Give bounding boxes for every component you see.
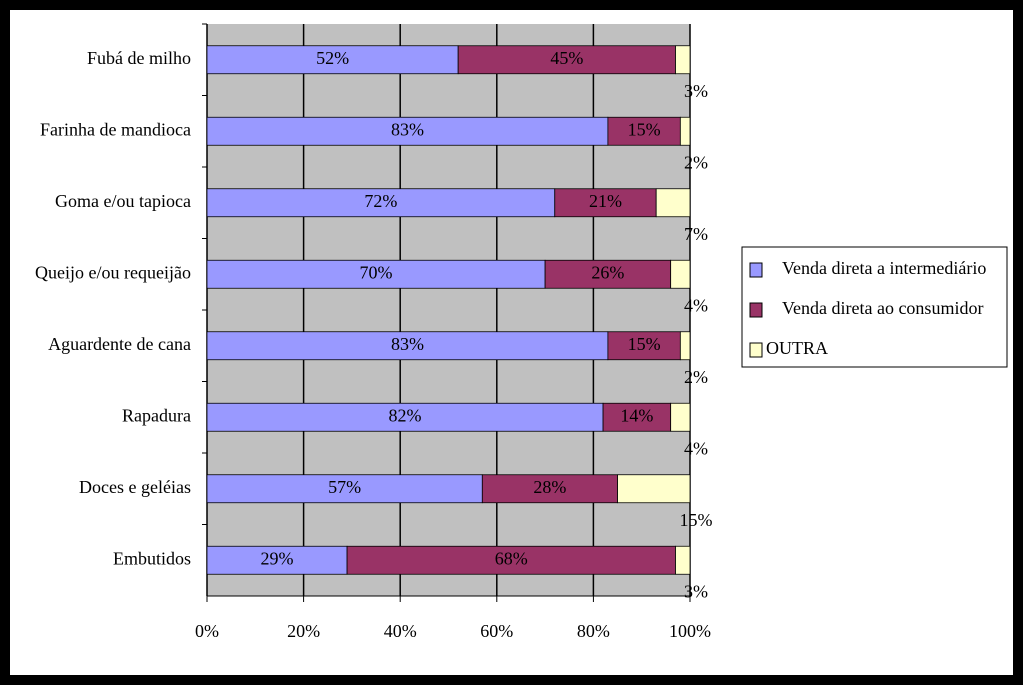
bar-segment	[206, 116, 609, 146]
plot-area	[207, 24, 690, 596]
bar-segment	[602, 402, 672, 432]
x-tick-label: 60%	[480, 621, 513, 641]
bar-segment	[679, 116, 691, 146]
bar-segment	[675, 45, 691, 75]
y-tick-label: Queijo e/ou requeijão	[35, 262, 191, 282]
legend-swatch	[749, 262, 763, 278]
y-tick-label: Farinha de mandioca	[40, 119, 191, 139]
data-label: 15%	[628, 119, 661, 139]
data-label: 4%	[684, 295, 708, 315]
y-tick-label: Goma e/ou tapioca	[55, 191, 191, 211]
data-label: 83%	[391, 334, 424, 354]
data-label: 21%	[589, 191, 622, 211]
x-tick-label: 80%	[577, 621, 610, 641]
data-label: 7%	[684, 224, 708, 244]
legend-label: OUTRA	[766, 338, 828, 358]
data-label: 57%	[328, 477, 361, 497]
data-label: 83%	[391, 119, 424, 139]
data-label: 15%	[680, 510, 713, 530]
legend-label: Venda direta ao consumidor	[782, 298, 983, 318]
x-tick-label: 100%	[669, 621, 711, 641]
data-label: 26%	[591, 262, 624, 282]
y-tick-label: Doces e geléias	[79, 477, 191, 497]
bar-segment	[655, 188, 691, 218]
data-label: 45%	[550, 48, 583, 68]
data-label: 3%	[684, 581, 708, 601]
bar-segment	[206, 545, 348, 575]
data-label: 28%	[533, 477, 566, 497]
bar-segment	[481, 474, 618, 504]
bar-segment	[617, 474, 691, 504]
y-tick-label: Rapadura	[122, 405, 191, 425]
bar-segment	[607, 116, 681, 146]
y-tick-label: Aguardente de cana	[48, 334, 191, 354]
bar-segment	[554, 188, 657, 218]
legend-swatch	[749, 302, 763, 318]
data-label: 3%	[684, 81, 708, 101]
y-tick-label: Fubá de milho	[87, 48, 191, 68]
x-tick-label: 0%	[195, 621, 219, 641]
bar-segment	[544, 259, 672, 289]
bar-segment	[607, 331, 681, 361]
legend-label: Venda direta a intermediário	[782, 258, 986, 278]
data-label: 82%	[389, 405, 422, 425]
data-label: 2%	[684, 367, 708, 387]
data-label: 70%	[360, 262, 393, 282]
bar-segment	[206, 45, 459, 75]
bar-segment	[457, 45, 676, 75]
x-tick-label: 20%	[287, 621, 320, 641]
bar-segment	[206, 402, 604, 432]
y-tick-label: Embutidos	[113, 548, 191, 568]
data-label: 4%	[684, 438, 708, 458]
x-tick-label: 40%	[384, 621, 417, 641]
data-label: 29%	[261, 548, 294, 568]
legend-box	[741, 246, 1008, 368]
bar-segment	[670, 259, 691, 289]
bar-segment	[670, 402, 691, 432]
bar-segment	[675, 545, 691, 575]
bar-segment	[679, 331, 691, 361]
data-label: 15%	[628, 334, 661, 354]
data-label: 72%	[364, 191, 397, 211]
legend-swatch	[749, 342, 763, 358]
data-label: 52%	[316, 48, 349, 68]
data-label: 14%	[620, 405, 653, 425]
data-label: 2%	[684, 152, 708, 172]
bar-segment	[206, 474, 483, 504]
data-label: 68%	[495, 548, 528, 568]
